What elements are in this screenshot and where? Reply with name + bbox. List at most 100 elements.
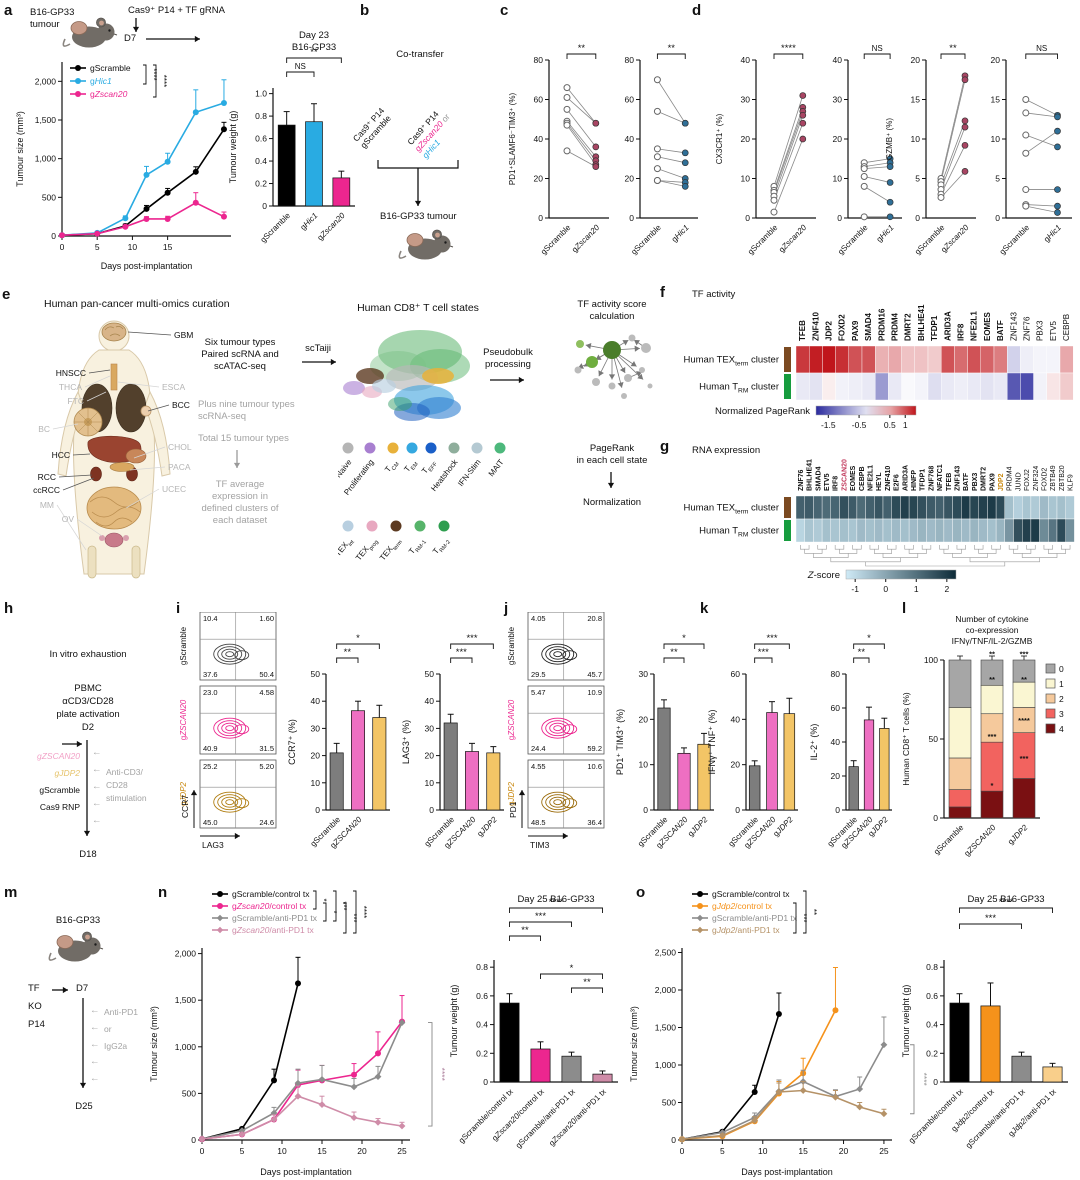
svg-text:20.8: 20.8 xyxy=(587,614,602,623)
rna-expression-label: RNA expression xyxy=(692,445,761,456)
svg-text:45.7: 45.7 xyxy=(587,670,602,679)
svg-text:**: ** xyxy=(583,977,591,988)
svg-text:CX3CR1⁺ (%): CX3CR1⁺ (%) xyxy=(715,113,724,164)
svg-text:BHLHE41: BHLHE41 xyxy=(807,459,814,491)
svg-text:40: 40 xyxy=(833,55,843,65)
plate-activation-label: plate activation xyxy=(56,709,120,720)
svg-text:CCR7⁺ (%): CCR7⁺ (%) xyxy=(287,719,297,765)
paired-scrna: Paired scRNA and xyxy=(201,349,279,360)
pagerank-2: in each cell state xyxy=(576,455,648,466)
svg-text:*: * xyxy=(356,633,360,644)
svg-text:PBX3: PBX3 xyxy=(972,473,979,491)
svg-text:ARID3A: ARID3A xyxy=(902,465,909,491)
cotransfer-right-label: Cas9⁺ P14 gZscan20 or gHic1 xyxy=(405,109,452,161)
svg-text:40: 40 xyxy=(831,737,841,747)
svg-text:**: ** xyxy=(578,43,586,54)
stim-arrow-icon: ← xyxy=(92,747,102,758)
svg-text:NS: NS xyxy=(1036,44,1047,53)
svg-text:***: *** xyxy=(766,633,777,644)
svg-text:1: 1 xyxy=(903,420,908,430)
svg-text:****: **** xyxy=(1018,716,1030,725)
svg-text:0: 0 xyxy=(643,805,648,815)
pan-cancer-title: Human pan-cancer multi-omics curation xyxy=(44,298,230,310)
svg-text:31.5: 31.5 xyxy=(259,744,274,753)
svg-text:****: **** xyxy=(149,68,158,80)
svg-text:gZSCAN20: gZSCAN20 xyxy=(507,699,516,740)
timeline-m xyxy=(78,998,90,1094)
stim-arrow-icon: ← xyxy=(92,815,102,826)
svg-text:**: ** xyxy=(858,647,866,658)
svg-text:gZscan20/control tx: gZscan20/control tx xyxy=(232,901,307,911)
lag3-bar-chart: 0 10 20 30 40 50 LAG3⁺ (%) gScramble gZSCAN20 gJD… xyxy=(398,632,510,880)
panel-c-paired-zscan20: 0 20 40 60 80 PD1⁺SLAMF6⁻TIM3⁺ (%) ** gScramble… xyxy=(505,34,617,274)
svg-text:****: **** xyxy=(549,897,564,908)
svg-text:20: 20 xyxy=(425,751,435,761)
svg-text:ZNF76: ZNF76 xyxy=(798,470,805,492)
svg-text:CEBPB: CEBPB xyxy=(859,466,866,491)
svg-text:gScramble/control tx: gScramble/control tx xyxy=(907,1087,965,1145)
svg-text:10.6: 10.6 xyxy=(587,762,602,771)
svg-text:1,000: 1,000 xyxy=(175,1042,197,1052)
svg-text:gScramble: gScramble xyxy=(629,223,663,257)
svg-text:3: 3 xyxy=(1059,709,1064,719)
svg-text:gZscan20: gZscan20 xyxy=(316,211,348,243)
svg-text:0.6: 0.6 xyxy=(255,134,267,144)
svg-text:60: 60 xyxy=(831,703,841,713)
svg-text:10: 10 xyxy=(425,778,435,788)
svg-text:Tumour weight (g): Tumour weight (g) xyxy=(228,111,238,184)
svg-text:10: 10 xyxy=(833,174,843,184)
six-tumour-types: Six tumour types xyxy=(204,337,276,348)
svg-text:gScramble/anti-PD1 tx: gScramble/anti-PD1 tx xyxy=(712,913,798,923)
tf-average-3: defined clusters of xyxy=(201,503,279,514)
svg-text:gZSCAN20: gZSCAN20 xyxy=(179,699,188,740)
svg-text:gScramble: gScramble xyxy=(746,223,780,257)
svg-text:HNSCC: HNSCC xyxy=(56,368,86,378)
svg-text:20: 20 xyxy=(311,751,321,761)
svg-text:**: ** xyxy=(521,925,529,936)
cotransfer-bracket-arrow xyxy=(372,156,466,214)
svg-text:gScramble/anti-PD1 tx: gScramble/anti-PD1 tx xyxy=(232,913,318,923)
svg-text:0: 0 xyxy=(835,805,840,815)
svg-text:***: *** xyxy=(988,732,997,741)
svg-text:gScramble: gScramble xyxy=(259,211,293,245)
svg-text:1,000: 1,000 xyxy=(655,1060,677,1070)
svg-text:500: 500 xyxy=(182,1088,196,1098)
svg-text:5: 5 xyxy=(720,1146,725,1156)
svg-text:**: ** xyxy=(989,650,995,659)
svg-text:0: 0 xyxy=(883,584,888,594)
svg-text:ETV5: ETV5 xyxy=(1049,320,1058,341)
svg-text:MM: MM xyxy=(40,500,54,510)
svg-text:PAX9: PAX9 xyxy=(851,320,860,341)
scatac-seq: scATAC-seq xyxy=(214,361,266,372)
svg-text:1,500: 1,500 xyxy=(655,1023,677,1033)
il2-bar-chart: 0 20 40 60 80 IL-2⁺ (%) gScramble gZSCAN20 gJDP2… xyxy=(806,632,898,880)
svg-text:gScramble/anti-PD1 tx: gScramble/anti-PD1 tx xyxy=(964,1087,1027,1150)
svg-text:THCA: THCA xyxy=(59,382,82,392)
pseudobulk-2: processing xyxy=(485,359,531,370)
panel-b-letter: b xyxy=(360,2,370,19)
svg-text:29.5: 29.5 xyxy=(531,670,546,679)
svg-text:gZscan20/control tx: gZscan20/control tx xyxy=(490,1087,546,1143)
svg-text:15: 15 xyxy=(911,95,921,105)
svg-text:gScramble: gScramble xyxy=(836,223,870,257)
svg-text:59.2: 59.2 xyxy=(587,744,602,753)
svg-text:0: 0 xyxy=(680,1146,685,1156)
svg-text:37.6: 37.6 xyxy=(203,670,218,679)
pd1-tim3-bar-chart: 0 10 20 30 PD1⁺ TIM3⁺ (%) gScramble gZSCAN20 gJ… xyxy=(612,632,720,880)
b16-label-m: B16-GP33 xyxy=(55,915,101,926)
ccr7-bar-chart: 0 10 20 30 40 50 CCR7⁺ (%) gScramble gZSCAN20 ** * xyxy=(284,632,396,880)
svg-text:TFEB: TFEB xyxy=(946,473,953,491)
svg-text:***: *** xyxy=(456,647,467,658)
panel-c-paired-hic1: 0 20 40 60 80 ** gScramble gHic1 xyxy=(614,34,706,274)
panel-n-bar-chart: 0 0.2 0.4 0.6 0.8 Tumour weight (g) gScramble/… xyxy=(446,890,644,1178)
svg-text:BATF: BATF xyxy=(996,320,1005,341)
svg-text:**: ** xyxy=(670,647,678,658)
svg-text:40: 40 xyxy=(534,134,544,144)
tf-activity-title-1: TF activity score xyxy=(577,299,647,310)
svg-text:2,000: 2,000 xyxy=(655,985,677,995)
svg-text:BATF: BATF xyxy=(963,472,970,491)
into-timeline-arrow xyxy=(60,738,86,750)
ifng-tnf-bar-chart: 0 20 40 60 IFNγ⁺ TNF⁺ (%) gScramble gZSCAN20 gJ… xyxy=(704,632,804,880)
svg-text:80: 80 xyxy=(831,669,841,679)
sctaiji-arrow xyxy=(300,356,340,368)
